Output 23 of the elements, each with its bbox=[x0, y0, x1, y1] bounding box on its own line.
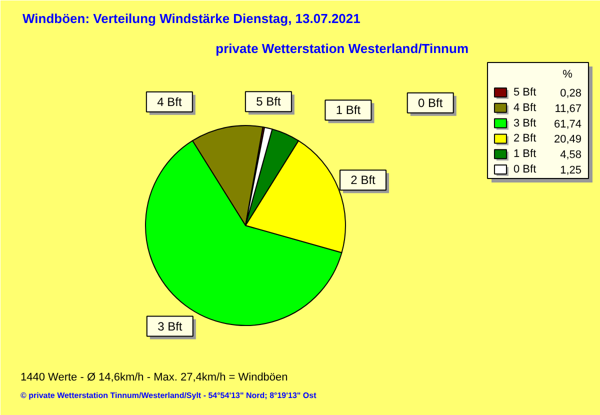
legend-label: 0 Bft bbox=[514, 164, 536, 176]
legend-label: 1 Bft bbox=[514, 148, 536, 160]
slice-label: 5 Bft bbox=[256, 94, 282, 109]
data-label: 20,49 bbox=[554, 134, 582, 146]
legend-label: 2 Bft bbox=[514, 132, 536, 145]
chart-title: Windböen: Verteilung Windstärke Dienstag, 13.07.2021 bbox=[22, 11, 360, 26]
legend-label: 3 Bft bbox=[514, 117, 536, 130]
data-label: 1,25 bbox=[560, 164, 582, 176]
legend-title: % bbox=[562, 68, 573, 80]
text: © private Wetterstation Tinnum/Westerland/Sylt - 54°54'13" Nord; 8°19'13" Ost bbox=[20, 391, 317, 400]
legend-label: 5 Bft bbox=[514, 86, 536, 98]
data-label: 0,28 bbox=[560, 88, 582, 100]
legend-label: 4 Bft bbox=[514, 102, 536, 114]
text: 1440 Werte - Ø 14,6km/h - Max. 27,4km/h = Windböen bbox=[20, 372, 288, 384]
data-label: 4,58 bbox=[560, 149, 582, 162]
chart-subtitle: private Wetterstation Westerland/Tinnum bbox=[216, 41, 468, 56]
category-label: 0 Bft bbox=[418, 96, 443, 110]
category-label: 1 Bft bbox=[336, 103, 361, 118]
data-label: 61,74 bbox=[554, 118, 582, 130]
slice-label: 4 Bft bbox=[157, 94, 182, 109]
slice-label: 3 Bft bbox=[158, 319, 183, 334]
slice-label: 2 Bft bbox=[350, 173, 376, 188]
data-label: 11,67 bbox=[554, 102, 582, 115]
